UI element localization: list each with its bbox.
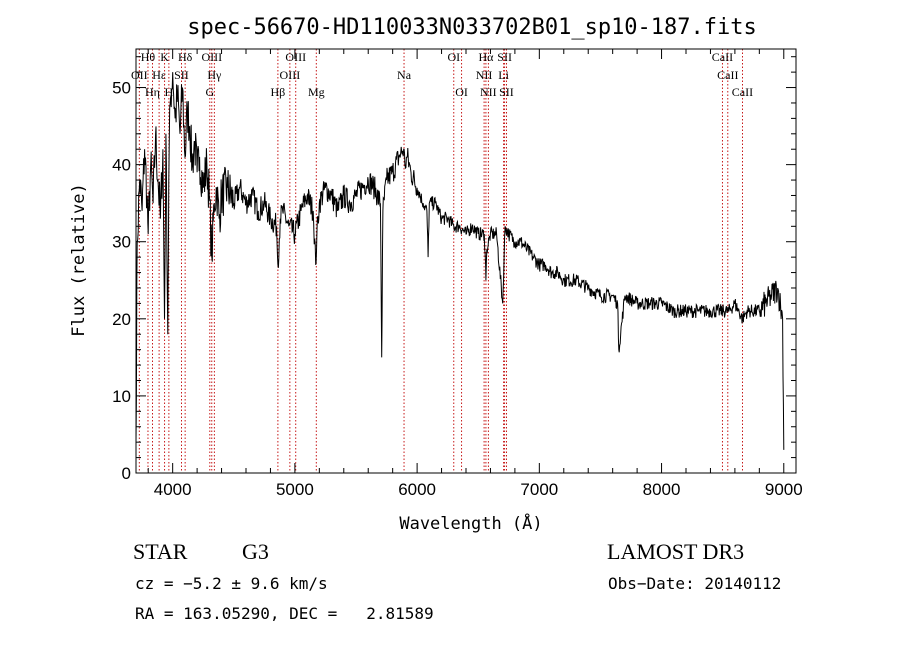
spectrum-series-line (135, 72, 785, 450)
marker-label: Hα (478, 50, 494, 64)
marker-label: OIII (201, 50, 222, 64)
object-subclass: G3 (242, 539, 269, 564)
marker-label: Hθ (141, 50, 156, 64)
y-tick-label: 10 (112, 387, 131, 406)
y-tick-label: 20 (112, 310, 131, 329)
marker-label: OI (455, 85, 468, 99)
marker-label: CaII (712, 50, 733, 64)
x-tick-label: 6000 (398, 480, 436, 499)
marker-label: OII (131, 68, 148, 82)
marker-label: G (205, 85, 214, 99)
redshift-cz: cz = −5.2 ± 9.6 km/s (135, 574, 328, 593)
marker-label: Na (397, 68, 412, 82)
y-tick-label: 40 (112, 156, 131, 175)
marker-label: SII (499, 85, 514, 99)
marker-label: OIII (280, 68, 301, 82)
survey-name: LAMOST DR3 (607, 539, 745, 564)
spectral-line-markers (138, 49, 743, 473)
x-tick-label: 9000 (765, 480, 803, 499)
x-tick-label: 7000 (520, 480, 558, 499)
marker-label: Hβ (271, 85, 286, 99)
marker-label: K (160, 50, 169, 64)
chart-title: spec-56670-HD110033N033702B01_sp10-187.f… (187, 15, 757, 40)
y-axis-ticks: 0 10 20 30 40 50 (112, 56, 796, 483)
y-tick-label: 50 (112, 79, 131, 98)
observation-date: Obs−Date: 20140112 (608, 574, 782, 593)
marker-label: NII (480, 85, 497, 99)
marker-label: Hγ (207, 68, 222, 82)
marker-label: SII (174, 68, 189, 82)
y-tick-label: 0 (122, 464, 131, 483)
x-tick-label: 5000 (276, 480, 314, 499)
marker-label: Li (498, 68, 509, 82)
x-tick-label: 8000 (643, 480, 681, 499)
plot-frame (135, 48, 797, 474)
y-tick-label: 30 (112, 233, 131, 252)
x-tick-label: 4000 (154, 480, 192, 499)
marker-label: CaII (732, 85, 753, 99)
marker-label: OI (447, 50, 460, 64)
x-axis-ticks: 4000 5000 6000 7000 8000 9000 (147, 49, 803, 499)
marker-label: OIII (285, 50, 306, 64)
marker-label: Hη (145, 85, 160, 99)
marker-label: Hε (152, 68, 166, 82)
y-axis-label: Flux (relative) (69, 183, 89, 337)
marker-label: CaII (717, 68, 738, 82)
marker-label: NII (476, 68, 493, 82)
marker-label: Mg (308, 85, 325, 99)
marker-label: SII (497, 50, 512, 64)
marker-label: H (165, 85, 174, 99)
object-type: STAR (133, 539, 188, 564)
ra-dec: RA = 163.05290, DEC = 2.81589 (135, 604, 434, 623)
x-axis-label: Wavelength (Å) (399, 512, 542, 534)
marker-label: Hδ (178, 50, 193, 64)
